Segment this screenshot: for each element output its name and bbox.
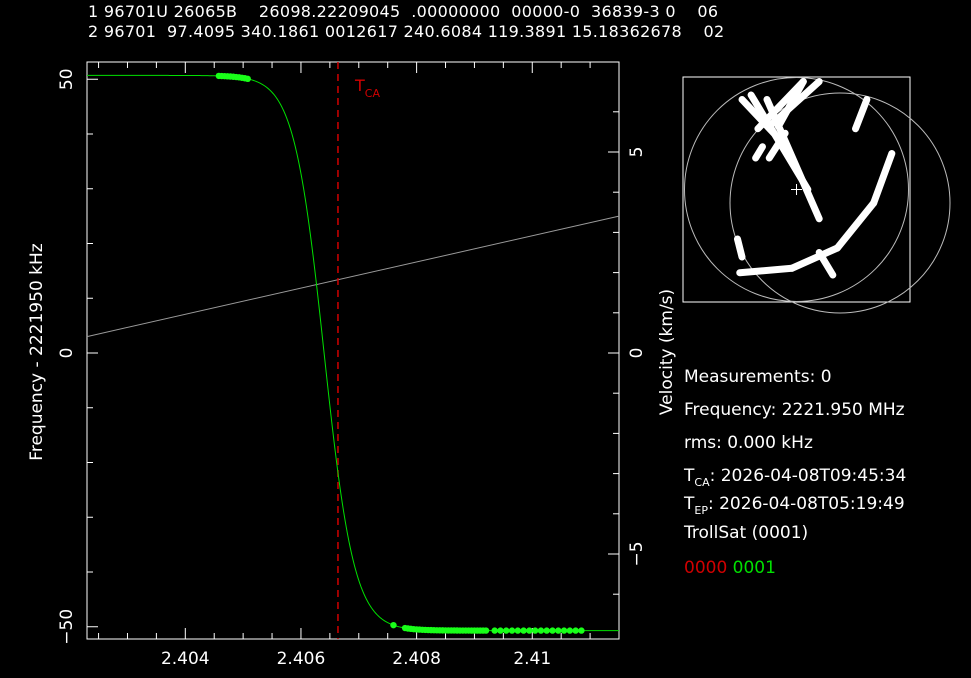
tep-time-value: : 2026-04-08T05:19:49 bbox=[707, 494, 905, 514]
rms-value: rms: 0.000 kHz bbox=[684, 433, 813, 453]
measurement-point bbox=[572, 627, 579, 634]
plot-frame bbox=[86, 61, 620, 640]
tca-time: TCA: 2026-04-08T09:45:34 bbox=[684, 466, 907, 489]
y-tick-label: −50 bbox=[57, 609, 77, 645]
measurement-point bbox=[537, 627, 545, 634]
tca-time-subscript: CA bbox=[694, 476, 710, 489]
tep-time-label: T bbox=[684, 494, 695, 514]
x-tick-label: 2.41 bbox=[513, 649, 551, 669]
tca-marker-letter: T bbox=[354, 76, 365, 95]
sky-map-elevation-circle bbox=[729, 92, 951, 314]
measurement-point bbox=[482, 627, 490, 634]
x-tick-label: 2.404 bbox=[161, 649, 210, 669]
tca-marker-label: TCA bbox=[354, 76, 380, 100]
sky-map-track bbox=[852, 96, 871, 133]
measurement-point bbox=[508, 627, 516, 634]
grey-reference-line bbox=[86, 215, 620, 338]
x-tick-label: 2.406 bbox=[277, 649, 326, 669]
sky-map-track bbox=[815, 249, 837, 279]
tep-time: TEP: 2026-04-08T05:19:49 bbox=[684, 494, 905, 517]
tca-marker-subscript: CA bbox=[365, 87, 381, 100]
measurement-point bbox=[520, 627, 527, 634]
code-red: 0000 bbox=[684, 558, 728, 578]
tle-line-1: 1 96701U 26065B 26098.22209045 .00000000… bbox=[88, 2, 719, 21]
measurement-point bbox=[491, 627, 498, 634]
measurement-point bbox=[555, 627, 562, 634]
tep-time-subscript: EP bbox=[694, 504, 708, 517]
sky-map-horizon-circle bbox=[684, 77, 909, 302]
y2-tick-label: 0 bbox=[627, 348, 647, 359]
color-codes: 0000 0001 bbox=[684, 558, 776, 578]
tca-time-value: : 2026-04-08T09:45:34 bbox=[709, 466, 907, 486]
code-green: 0001 bbox=[732, 558, 776, 578]
y2-tick-label: 5 bbox=[627, 147, 647, 158]
sky-map-track bbox=[788, 244, 841, 272]
sky-map-track bbox=[733, 235, 746, 261]
y-tick-label: 0 bbox=[57, 348, 77, 359]
measurement-point bbox=[497, 627, 504, 634]
measurement-point bbox=[566, 627, 574, 634]
measurements-count: Measurements: 0 bbox=[684, 367, 832, 387]
measurement-point bbox=[514, 627, 522, 634]
sky-map-track bbox=[870, 150, 896, 207]
sky-map-track bbox=[736, 264, 796, 277]
x-tick-label: 2.408 bbox=[392, 649, 441, 669]
y2-tick-label: −5 bbox=[627, 541, 647, 566]
measurement-point bbox=[390, 621, 397, 629]
measurement-point bbox=[503, 627, 510, 634]
model-curve bbox=[87, 74, 619, 632]
measurement-point bbox=[531, 627, 539, 634]
measurement-point bbox=[244, 75, 251, 83]
measurement-point bbox=[543, 627, 550, 634]
satellite-name: TrollSat (0001) bbox=[684, 523, 809, 543]
tca-time-label: T bbox=[684, 466, 695, 486]
tle-line-2: 2 96701 97.4095 340.1861 0012617 240.608… bbox=[88, 22, 725, 41]
measurement-point bbox=[578, 627, 585, 634]
measurement-point bbox=[526, 627, 533, 634]
sky-map-track bbox=[752, 143, 766, 162]
sky-map bbox=[682, 76, 951, 314]
y-axis-label: Frequency - 2221950 kHz bbox=[27, 243, 47, 461]
measurement-point bbox=[549, 627, 556, 634]
sky-map-track bbox=[833, 199, 878, 252]
measurement-point bbox=[560, 627, 568, 634]
frequency-value: Frequency: 2221.950 MHz bbox=[684, 400, 905, 420]
y2-axis-label: Velocity (km/s) bbox=[657, 289, 677, 415]
y-tick-label: 50 bbox=[57, 68, 77, 90]
sky-map-track bbox=[774, 78, 807, 130]
sky-map-track bbox=[765, 129, 789, 162]
